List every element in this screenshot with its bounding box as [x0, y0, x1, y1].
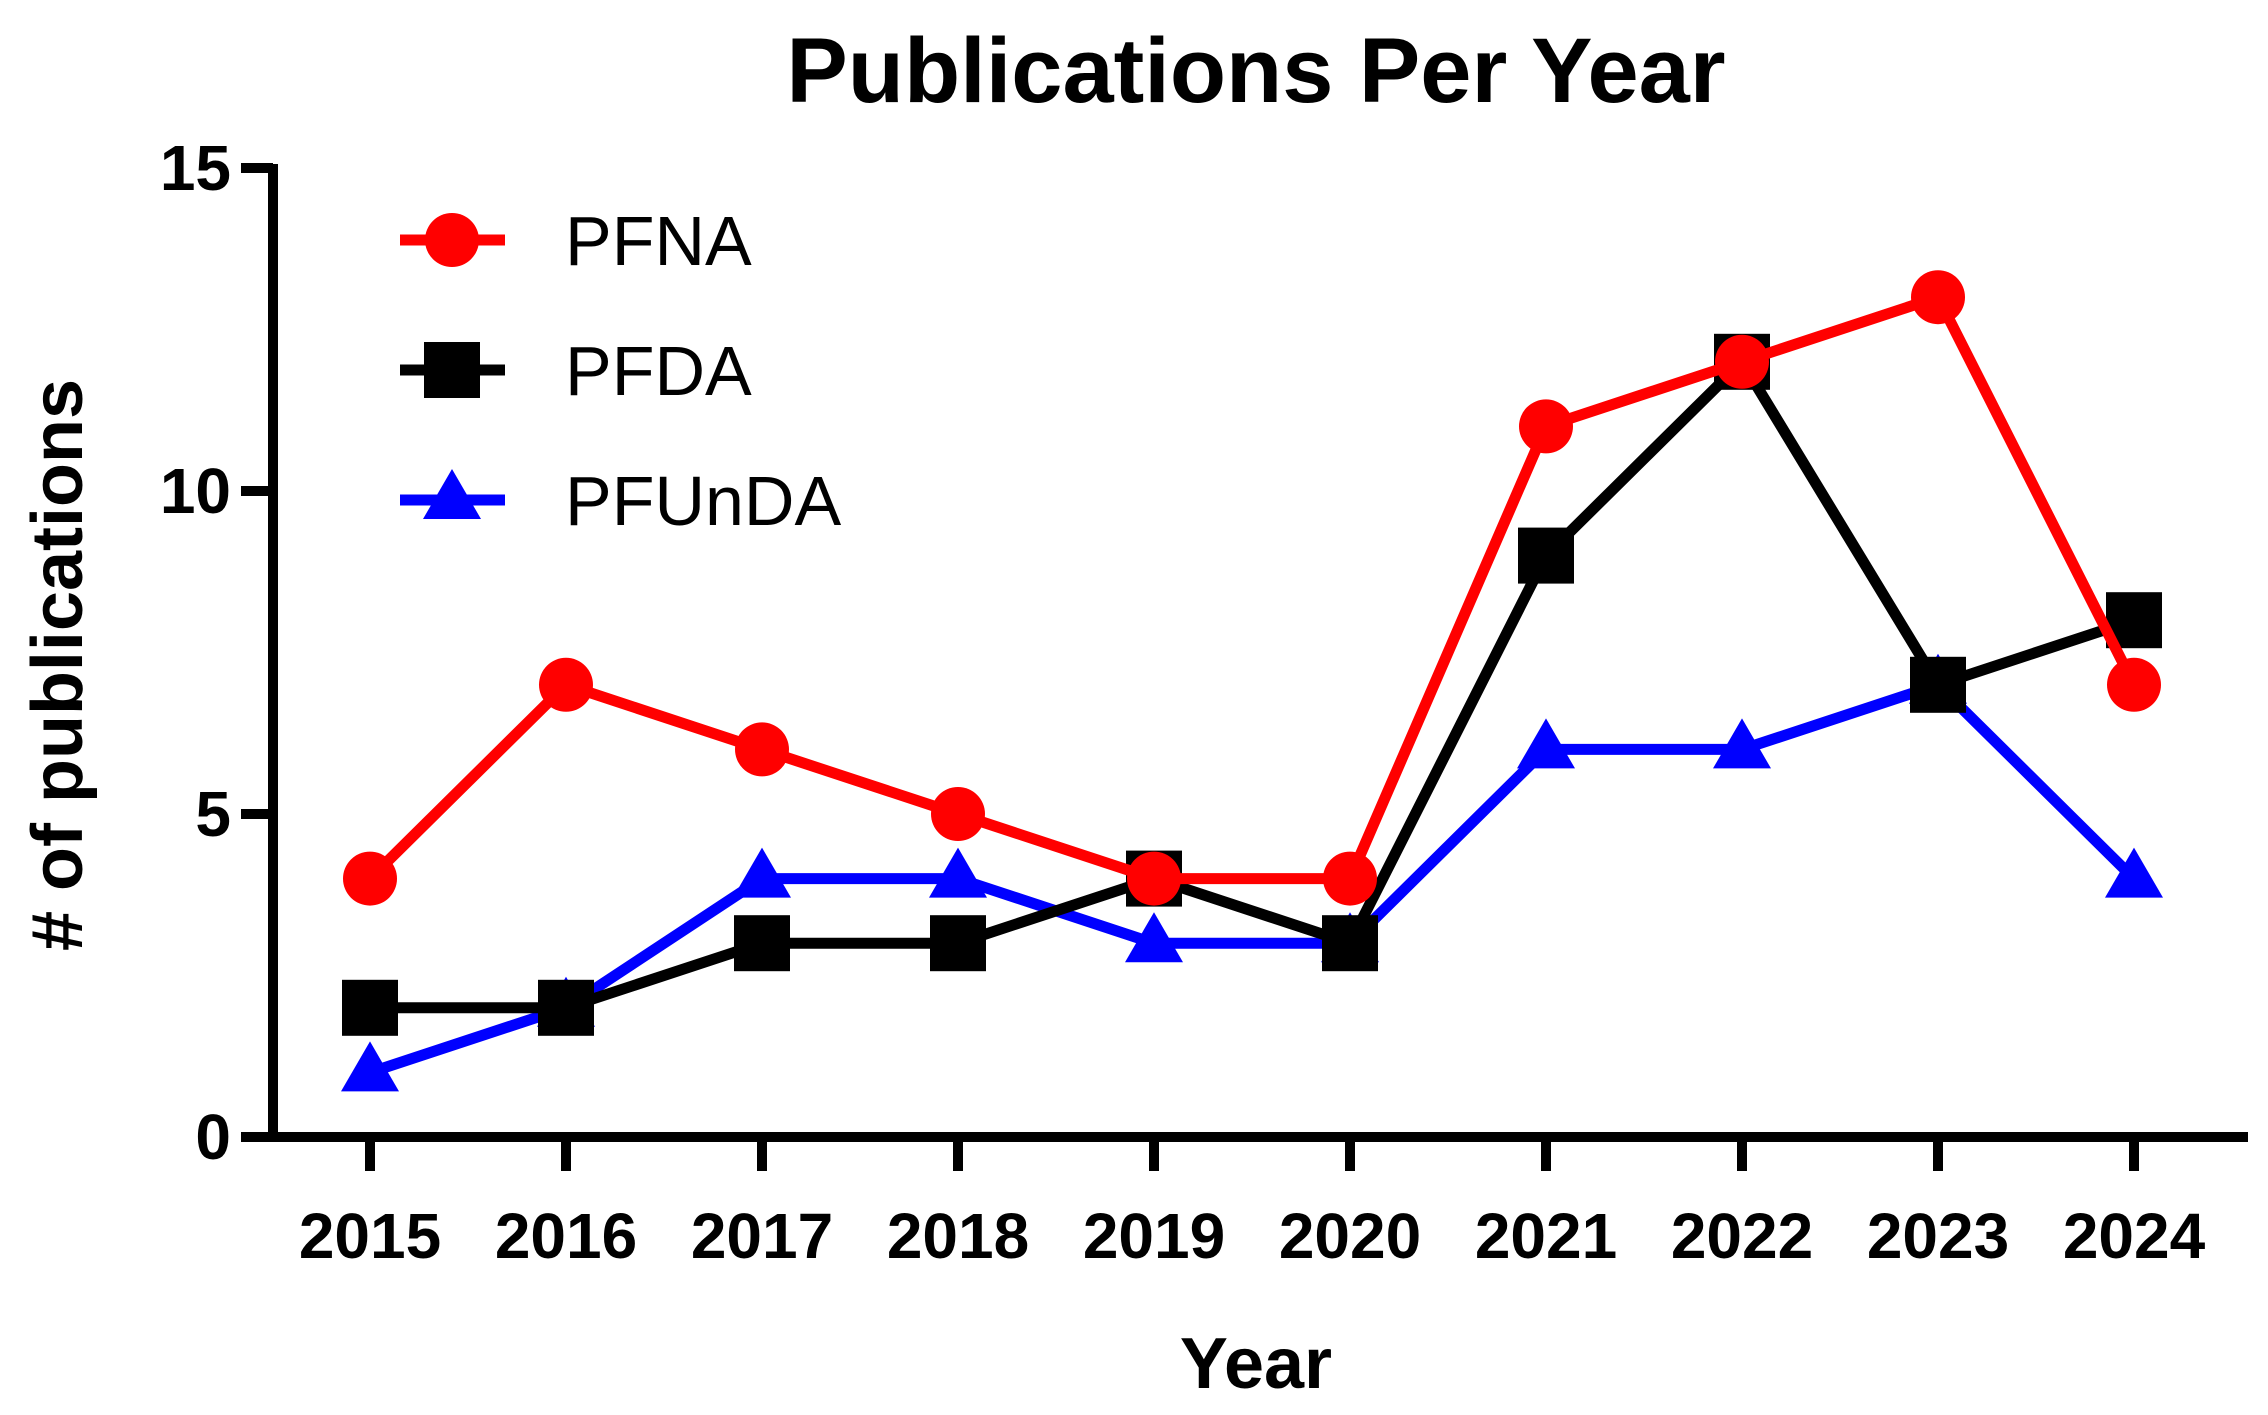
legend-marker-pfna: [425, 213, 479, 267]
series-pfna: [343, 270, 2161, 906]
data-point-pfna: [1127, 851, 1181, 906]
series-group: [341, 270, 2163, 1092]
x-tick-label: 2019: [1083, 1200, 1225, 1272]
x-tick-label: 2017: [691, 1200, 833, 1272]
data-point-pfna: [1323, 851, 1377, 906]
data-point-pfna: [931, 787, 985, 841]
data-point-pfunda: [929, 847, 987, 898]
legend: PFNA PFDA PFUnDA: [400, 202, 841, 540]
chart-title: Publications Per Year: [786, 20, 1725, 122]
legend-marker-pfunda: [423, 469, 481, 519]
data-point-pfda: [930, 915, 986, 972]
data-point-pfunda: [2105, 847, 2163, 898]
x-tick-label: 2020: [1279, 1200, 1421, 1272]
data-point-pfna: [1911, 270, 1965, 325]
x-tick-label: 2022: [1671, 1200, 1813, 1272]
data-point-pfda: [538, 979, 594, 1036]
series-line-pfunda: [368, 678, 2138, 1078]
legend-item-pfna: PFNA: [400, 202, 752, 280]
data-point-pfunda: [341, 1041, 399, 1092]
data-point-pfna: [539, 657, 593, 712]
data-point-pfna: [1519, 399, 1573, 454]
x-tick-label: 2024: [2063, 1200, 2206, 1272]
data-point-pfda: [1518, 527, 1574, 584]
data-point-pfunda: [1517, 718, 1575, 769]
x-tick-label: 2021: [1475, 1200, 1617, 1272]
x-tick-label: 2015: [299, 1200, 441, 1272]
y-axis-title: # of publications: [18, 379, 98, 951]
axes: 0 5 10 15 2015 2016 2017 2018 2019 2020 2021 2022 20…: [160, 132, 2248, 1272]
y-tick-label: 10: [160, 455, 231, 527]
data-point-pfna: [343, 851, 397, 906]
data-point-pfna: [2107, 657, 2161, 712]
x-tick-label: 2016: [495, 1200, 637, 1272]
legend-label-pfda: PFDA: [565, 332, 752, 410]
y-tick-label: 0: [195, 1101, 231, 1173]
x-axis-title: Year: [1180, 1324, 1332, 1404]
data-point-pfna: [735, 722, 789, 777]
legend-item-pfunda: PFUnDA: [400, 462, 841, 540]
series-pfunda: [341, 653, 2163, 1092]
data-point-pfunda: [1125, 912, 1183, 963]
data-point-pfda: [1322, 915, 1378, 972]
data-point-pfna: [1715, 334, 1769, 389]
x-tick-label: 2023: [1867, 1200, 2009, 1272]
series-line-pfna: [366, 290, 2139, 885]
data-point-pfda: [1910, 656, 1966, 713]
y-tick-label: 5: [195, 778, 231, 850]
legend-label-pfunda: PFUnDA: [565, 462, 841, 540]
data-point-pfda: [342, 979, 398, 1036]
y-tick-label: 15: [160, 132, 231, 204]
legend-item-pfda: PFDA: [400, 332, 752, 410]
data-point-pfda: [734, 915, 790, 972]
series-pfda: [342, 333, 2162, 1036]
legend-marker-pfda: [424, 342, 480, 398]
x-tick-label: 2018: [887, 1200, 1029, 1272]
series-line-pfda: [370, 352, 2136, 1014]
data-point-pfunda: [1713, 718, 1771, 769]
legend-label-pfna: PFNA: [565, 202, 752, 280]
data-point-pfunda: [733, 847, 791, 898]
